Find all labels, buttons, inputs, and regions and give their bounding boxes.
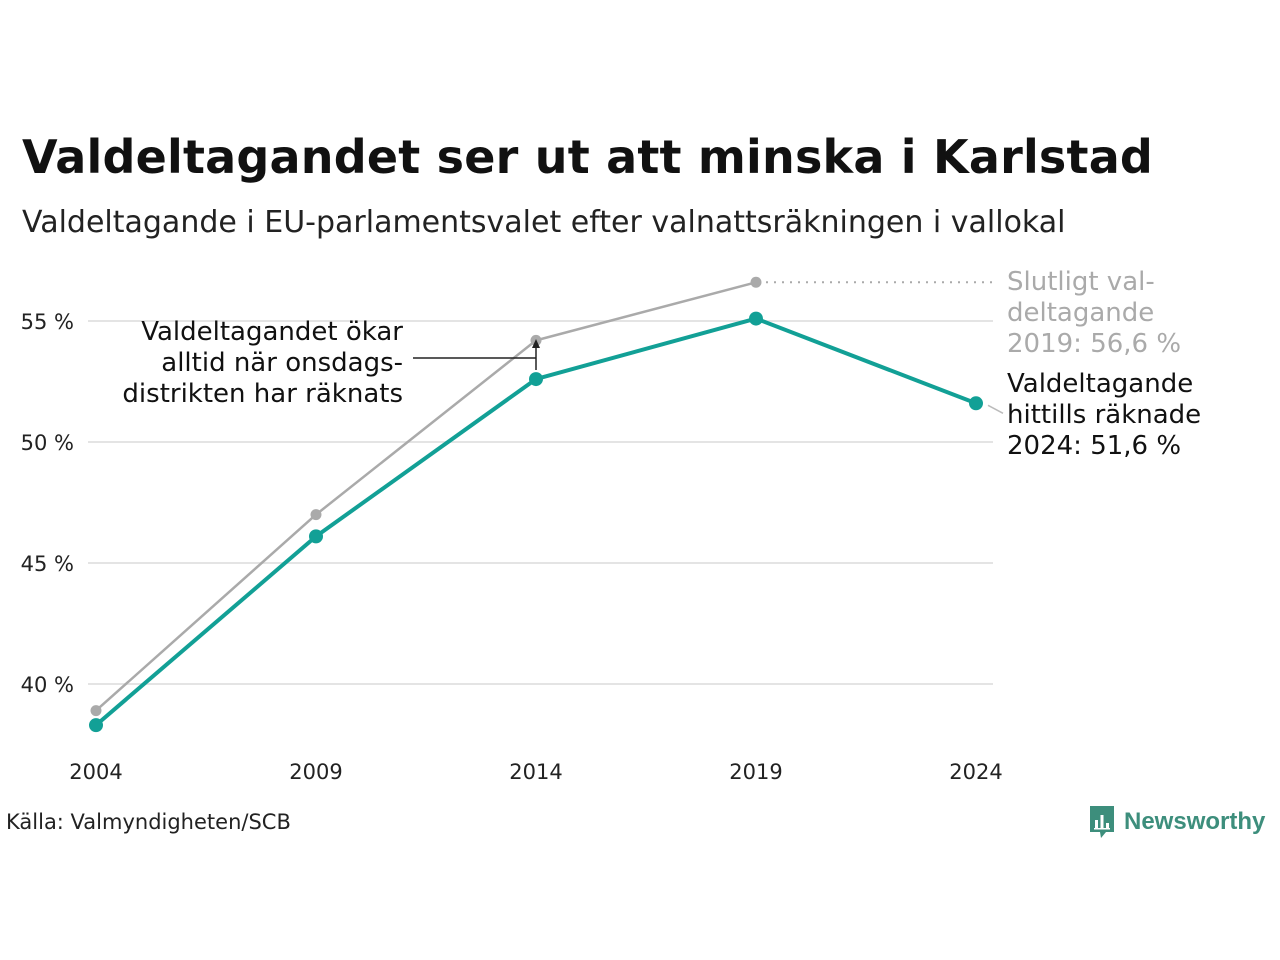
data-point	[310, 509, 322, 521]
annotations: Slutligt val-deltagande 2019: 56,6 % Valde…	[122, 267, 1201, 461]
y-axis: 40 % 45 % 50 % 55 %	[21, 310, 74, 697]
source-note: Källa: Valmyndigheten/SCB	[6, 810, 291, 834]
x-tick-label: 2009	[289, 760, 342, 784]
data-point	[749, 311, 763, 326]
series-counted	[89, 311, 983, 733]
data-point	[969, 396, 983, 411]
brand-name: Newsworthy	[1124, 808, 1266, 835]
counted-series-label: Valdeltagande hittills räknade 2024: 51,6 …	[1007, 369, 1201, 461]
x-tick-label: 2004	[69, 760, 122, 784]
x-tick-label: 2014	[509, 760, 562, 784]
series-line	[95, 281, 757, 712]
newsworthy-logo-icon	[1090, 806, 1114, 838]
y-tick-label: 45 %	[21, 552, 74, 576]
x-tick-label: 2019	[729, 760, 782, 784]
y-tick-label: 55 %	[21, 310, 74, 334]
series-final	[90, 276, 762, 717]
data-point	[750, 276, 762, 288]
note-label: Valdeltagandet ökar alltid när onsdags-di…	[122, 317, 403, 409]
chart-subtitle: Valdeltagande i EU-parlamentsvalet efter…	[22, 205, 1066, 240]
final-series-label: Slutligt val-deltagande 2019: 56,6 %	[1007, 267, 1181, 359]
chart-title: Valdeltagandet ser ut att minska i Karls…	[22, 130, 1154, 184]
y-tick-label: 40 %	[21, 673, 74, 697]
data-point	[309, 529, 323, 544]
data-point	[90, 705, 102, 717]
gridlines	[88, 320, 993, 685]
y-tick-label: 50 %	[21, 431, 74, 455]
brand-logo: Newsworthy	[1088, 802, 1265, 842]
data-point	[529, 372, 543, 387]
note-arrow-head	[532, 339, 540, 348]
data-point	[89, 718, 103, 733]
x-axis: 2004 2009 2014 2019 2024	[69, 760, 1002, 784]
line-chart: 40 % 45 % 50 % 55 % 2004 2009 2014 2019 2024 Sl…	[21, 267, 1202, 784]
counted-leader-line	[987, 404, 1004, 414]
x-tick-label: 2024	[949, 760, 1002, 784]
